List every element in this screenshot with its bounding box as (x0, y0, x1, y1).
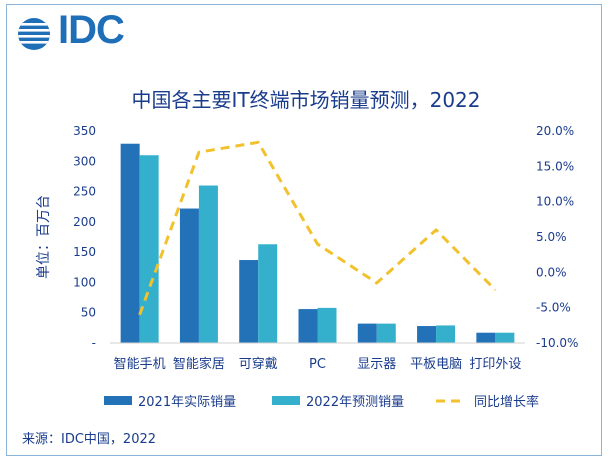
y-left-tick-label: 350 (73, 124, 96, 138)
y-right-tick-label: 0.0% (536, 265, 567, 279)
source-note: 来源：IDC中国，2022 (22, 432, 157, 447)
y-left-tick-label: 150 (73, 245, 96, 259)
bar (495, 332, 515, 343)
x-tick-label: PC (309, 357, 326, 372)
chart-frame (6, 4, 602, 456)
bar (198, 185, 218, 343)
bar (436, 325, 456, 343)
y-right-tick-label: 15.0% (536, 159, 574, 173)
legend-swatch (272, 396, 300, 405)
y-left-tick-label: 200 (73, 215, 96, 229)
bar (120, 143, 140, 343)
y-right-tick-label: -5.0% (536, 301, 571, 315)
chart-title: 中国各主要IT终端市场销量预测，2022 (131, 88, 481, 112)
bar (139, 155, 159, 343)
x-tick-label: 显示器 (357, 357, 396, 372)
logo-text: IDC (58, 8, 125, 52)
y-right-tick-label: -10.0% (536, 336, 578, 350)
bar (298, 309, 318, 343)
bar (317, 307, 337, 343)
bar (357, 323, 377, 343)
bar (376, 323, 396, 343)
y-axis-label: 单位：百万台 (36, 195, 52, 279)
y-right-tick-label: 5.0% (536, 230, 567, 244)
x-tick-label: 智能家居 (173, 356, 225, 372)
x-tick-label: 打印外设 (469, 357, 521, 372)
y-right-tick-label: 20.0% (536, 124, 574, 138)
legend-swatch (104, 396, 132, 405)
x-tick-label: 智能手机 (114, 357, 166, 372)
globe-icon (18, 18, 50, 50)
legend-label: 2021年实际销量 (138, 395, 236, 410)
bar (239, 260, 259, 343)
y-left-tick-label: 300 (73, 154, 96, 168)
y-left-tick-label: 100 (73, 275, 96, 289)
legend-label: 同比增长率 (474, 394, 539, 410)
x-tick-label: 可穿戴 (239, 356, 278, 372)
bar (179, 208, 199, 343)
y-left-tick-label: 50 (81, 306, 96, 320)
y-left-tick-label: - (92, 336, 96, 350)
y-right-tick-label: 10.0% (536, 195, 574, 209)
legend-label: 2022年预测销量 (306, 395, 404, 410)
y-left-tick-label: 250 (73, 185, 96, 199)
x-tick-label: 平板电脑 (410, 357, 462, 372)
idc-logo: IDC (14, 8, 144, 54)
bar (258, 244, 278, 343)
bar (476, 332, 496, 343)
bar (417, 326, 437, 343)
